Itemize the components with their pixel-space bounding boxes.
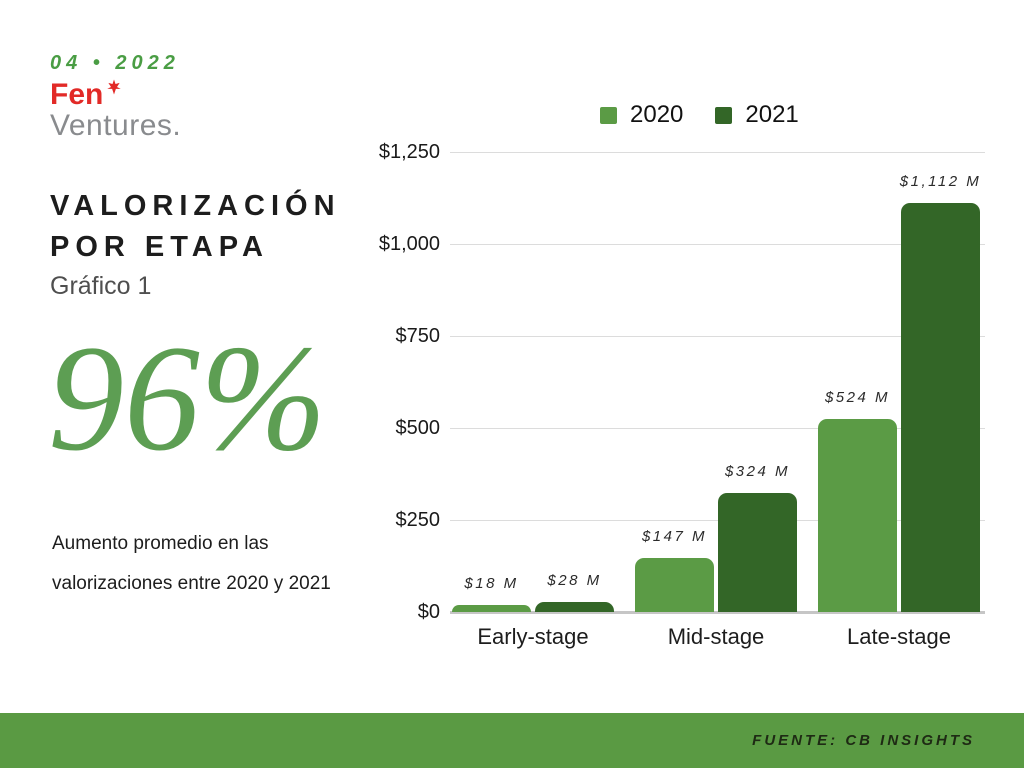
- chart-legend: 2020 2021: [600, 101, 799, 129]
- y-tick-label-1000: $1,000: [378, 233, 440, 255]
- legend-label-2021: 2021: [745, 101, 799, 128]
- x-axis-line: [450, 611, 985, 614]
- issue-date: 04 • 2022: [50, 52, 180, 74]
- gridline-500: [450, 428, 985, 429]
- page-title: VALORIZACIÓN POR ETAPA: [50, 186, 341, 268]
- y-tick-label-1250: $1,250: [378, 141, 440, 163]
- logo-primary-row: Fen: [50, 78, 181, 111]
- y-tick-label-750: $750: [395, 325, 441, 347]
- stat-caption-line2: valorizaciones entre 2020 y 2021: [52, 573, 331, 594]
- bar-2020-early-stage: [452, 605, 531, 612]
- gridline-750: [450, 336, 985, 337]
- value-label-2020-early-stage: $18 M: [464, 575, 519, 592]
- legend-item-2020: 2020: [600, 101, 683, 129]
- legend-item-2021: 2021: [715, 101, 799, 129]
- logo: Fen Ventures.: [50, 78, 182, 142]
- y-tick-label-0: $0: [417, 601, 440, 623]
- value-label-2020-mid-stage: $147 M: [641, 528, 708, 545]
- bar-2021-mid-stage: [718, 493, 797, 612]
- gridline-250: [450, 520, 985, 521]
- logo-text-secondary: Ventures.: [50, 109, 182, 142]
- value-label-2021-late-stage: $1,112 M: [899, 173, 982, 190]
- y-tick-label-250: $250: [395, 509, 441, 531]
- y-tick-label-500: $500: [395, 417, 441, 439]
- value-label-2021-mid-stage: $324 M: [724, 463, 791, 480]
- stat-caption: Aumento promedio en las valorizaciones e…: [52, 524, 331, 604]
- source-credit: FUENTE: CB INSIGHTS: [752, 732, 975, 749]
- bar-2020-mid-stage: [635, 558, 714, 612]
- page-title-line1: VALORIZACIÓN: [50, 190, 341, 222]
- legend-label-2020: 2020: [630, 101, 684, 128]
- value-label-2021-early-stage: $28 M: [547, 572, 602, 589]
- legend-swatch-2021: [715, 106, 733, 124]
- bar-2021-early-stage: [535, 602, 614, 612]
- bar-2021-late-stage: [901, 203, 980, 612]
- value-label-2020-late-stage: $524 M: [824, 389, 891, 406]
- gridline-1250: [450, 152, 985, 153]
- footer-band: FUENTE: CB INSIGHTS: [0, 713, 1024, 768]
- stat-value: 96%: [48, 314, 327, 482]
- category-label-early-stage: Early-stage: [477, 624, 589, 649]
- category-label-late-stage: Late-stage: [847, 624, 951, 649]
- chart-subtitle: Gráfico 1: [50, 272, 152, 300]
- legend-swatch-2020: [600, 106, 617, 124]
- logo-text-primary: Fen: [50, 78, 104, 111]
- maple-leaf-icon: [107, 79, 122, 95]
- bar-2020-late-stage: [818, 419, 897, 612]
- page-title-line2: POR ETAPA: [50, 231, 269, 263]
- gridline-1000: [450, 244, 985, 245]
- category-label-mid-stage: Mid-stage: [667, 624, 765, 649]
- stat-caption-line1: Aumento promedio en las: [52, 533, 269, 554]
